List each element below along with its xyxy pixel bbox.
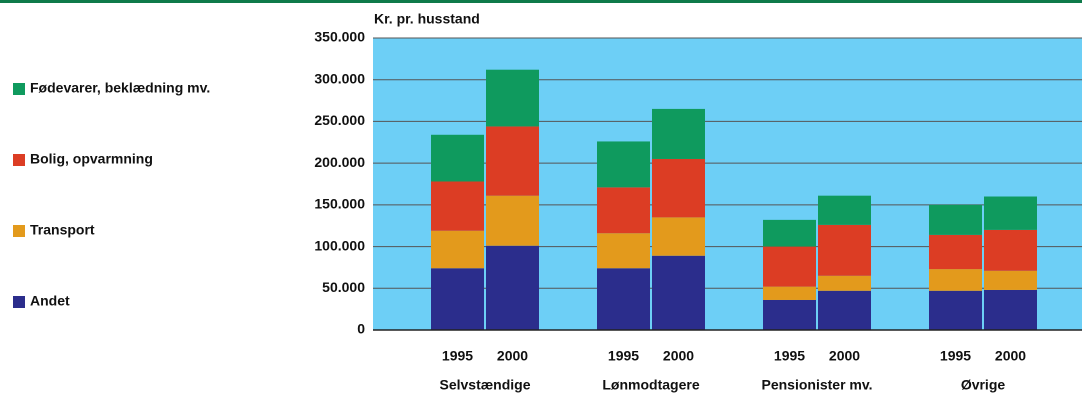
y-axis-label: Kr. pr. husstand [374,11,480,27]
group-label: Øvrige [961,377,1006,393]
x-tick-label: 2000 [663,348,694,364]
bar-segment [984,196,1037,230]
x-tick-label: 2000 [829,348,860,364]
y-tick-label: 100.000 [314,237,365,253]
legend-swatch [13,154,25,166]
bar-segment [929,290,982,330]
bar-segment [984,229,1037,271]
bar-segment [652,255,705,330]
bar-segment [818,275,871,291]
bar-segment [984,289,1037,330]
bar-segment [431,181,484,231]
bar-segment [763,246,816,287]
group-label: Lønmodtagere [602,377,699,393]
bar-segment [431,268,484,330]
x-tick-label: 2000 [497,348,528,364]
legend-label: Transport [30,222,95,238]
bar-segment [763,219,816,247]
x-tick-label: 1995 [608,348,639,364]
legend-label: Fødevarer, beklædning mv. [30,80,210,96]
legend-swatch [13,83,25,95]
y-tick-label: 50.000 [322,279,365,295]
x-tick-label: 1995 [774,348,805,364]
bar-segment [486,69,539,127]
y-tick-label: 300.000 [314,70,365,86]
bar-segment [929,204,982,235]
bar-segment [431,230,484,269]
legend-swatch [13,225,25,237]
x-tick-label: 1995 [940,348,971,364]
bar-segment [597,233,650,269]
bar-segment [929,269,982,291]
legend-label: Andet [30,293,70,309]
bar-segment [652,158,705,218]
bar-segment [818,290,871,330]
bar-segment [652,108,705,159]
bar-segment [818,195,871,225]
bar-segment [597,268,650,330]
bar-segment [597,141,650,188]
bar-segment [486,126,539,196]
bar-segment [486,245,539,330]
y-tick-label: 250.000 [314,112,365,128]
top-rule [0,0,1082,3]
bar-segment [486,195,539,246]
y-tick-label: 150.000 [314,196,365,212]
legend-label: Bolig, opvarmning [30,151,153,167]
bar-segment [652,217,705,256]
y-tick-label: 200.000 [314,154,365,170]
x-tick-label: 1995 [442,348,473,364]
group-label: Selvstændige [439,377,530,393]
group-label: Pensionister mv. [761,377,872,393]
bar-segment [597,187,650,234]
y-tick-label: 350.000 [314,29,365,45]
legend-swatch [13,296,25,308]
bar-segment [763,299,816,330]
bar-segment [929,234,982,270]
bar-segment [818,224,871,276]
y-tick-label: 0 [357,321,365,337]
x-tick-label: 2000 [995,348,1026,364]
bar-segment [763,286,816,300]
bar-segment [984,270,1037,290]
bar-segment [431,134,484,182]
